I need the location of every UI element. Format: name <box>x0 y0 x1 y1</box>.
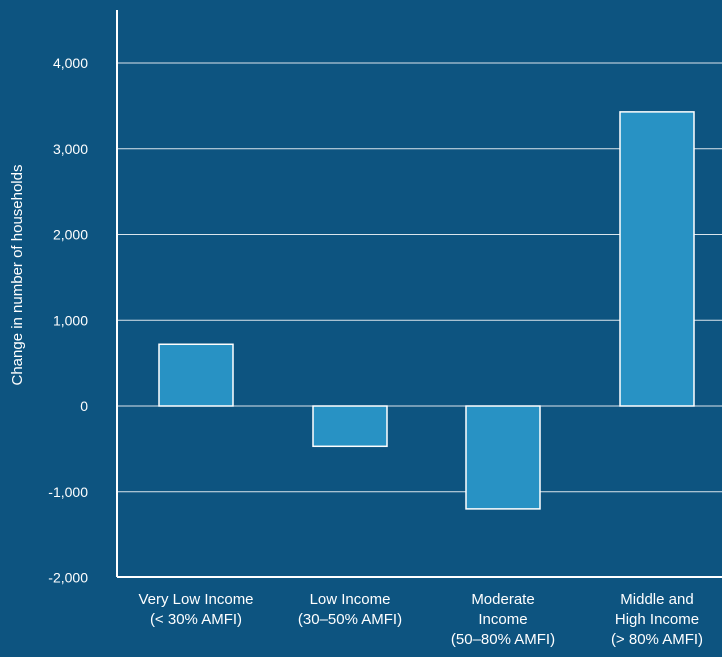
y-tick-label-2: 0 <box>80 398 88 414</box>
y-tick-label-0: -2,000 <box>48 570 88 586</box>
bars <box>158 111 695 510</box>
x-category-label-line: Very Low Income <box>138 591 253 608</box>
y-axis-title: Change in number of households <box>9 165 26 386</box>
x-category-label-line: (> 80% AMFI) <box>611 631 703 648</box>
x-category-label-line: (50–80% AMFI) <box>451 631 555 648</box>
x-category-label-line: Moderate <box>471 591 534 608</box>
x-category-label-line: (30–50% AMFI) <box>298 611 402 628</box>
x-category-labels: Very Low Income (< 30% AMFI) Low Income (30… <box>138 591 703 648</box>
x-category-label-line: (< 30% AMFI) <box>150 611 242 628</box>
x-category-label-line: Income <box>478 611 527 628</box>
x-category-label-0: Very Low Income (< 30% AMFI) <box>138 591 253 628</box>
bar-0 <box>158 343 234 407</box>
y-tick-label-5: 3,000 <box>53 141 88 157</box>
x-category-label-line: High Income <box>615 611 699 628</box>
x-category-label-line: Middle and <box>620 591 693 608</box>
x-category-label-2: Moderate Income (50–80% AMFI) <box>451 591 555 648</box>
axes <box>116 10 722 578</box>
y-tick-label-6: 4,000 <box>53 55 88 71</box>
bar-3 <box>619 111 695 407</box>
y-tick-label-4: 2,000 <box>53 227 88 243</box>
bar-1 <box>312 405 388 448</box>
bar-2 <box>465 405 541 510</box>
y-tick-label-3: 1,000 <box>53 312 88 328</box>
x-category-label-3: Middle and High Income (> 80% AMFI) <box>611 591 703 648</box>
y-tick-labels: -2,000 -1,000 0 1,000 2,000 3,000 4,000 <box>48 55 88 586</box>
x-category-label-1: Low Income (30–50% AMFI) <box>298 591 402 628</box>
y-tick-label-1: -1,000 <box>48 484 88 500</box>
x-category-label-line: Low Income <box>310 591 391 608</box>
